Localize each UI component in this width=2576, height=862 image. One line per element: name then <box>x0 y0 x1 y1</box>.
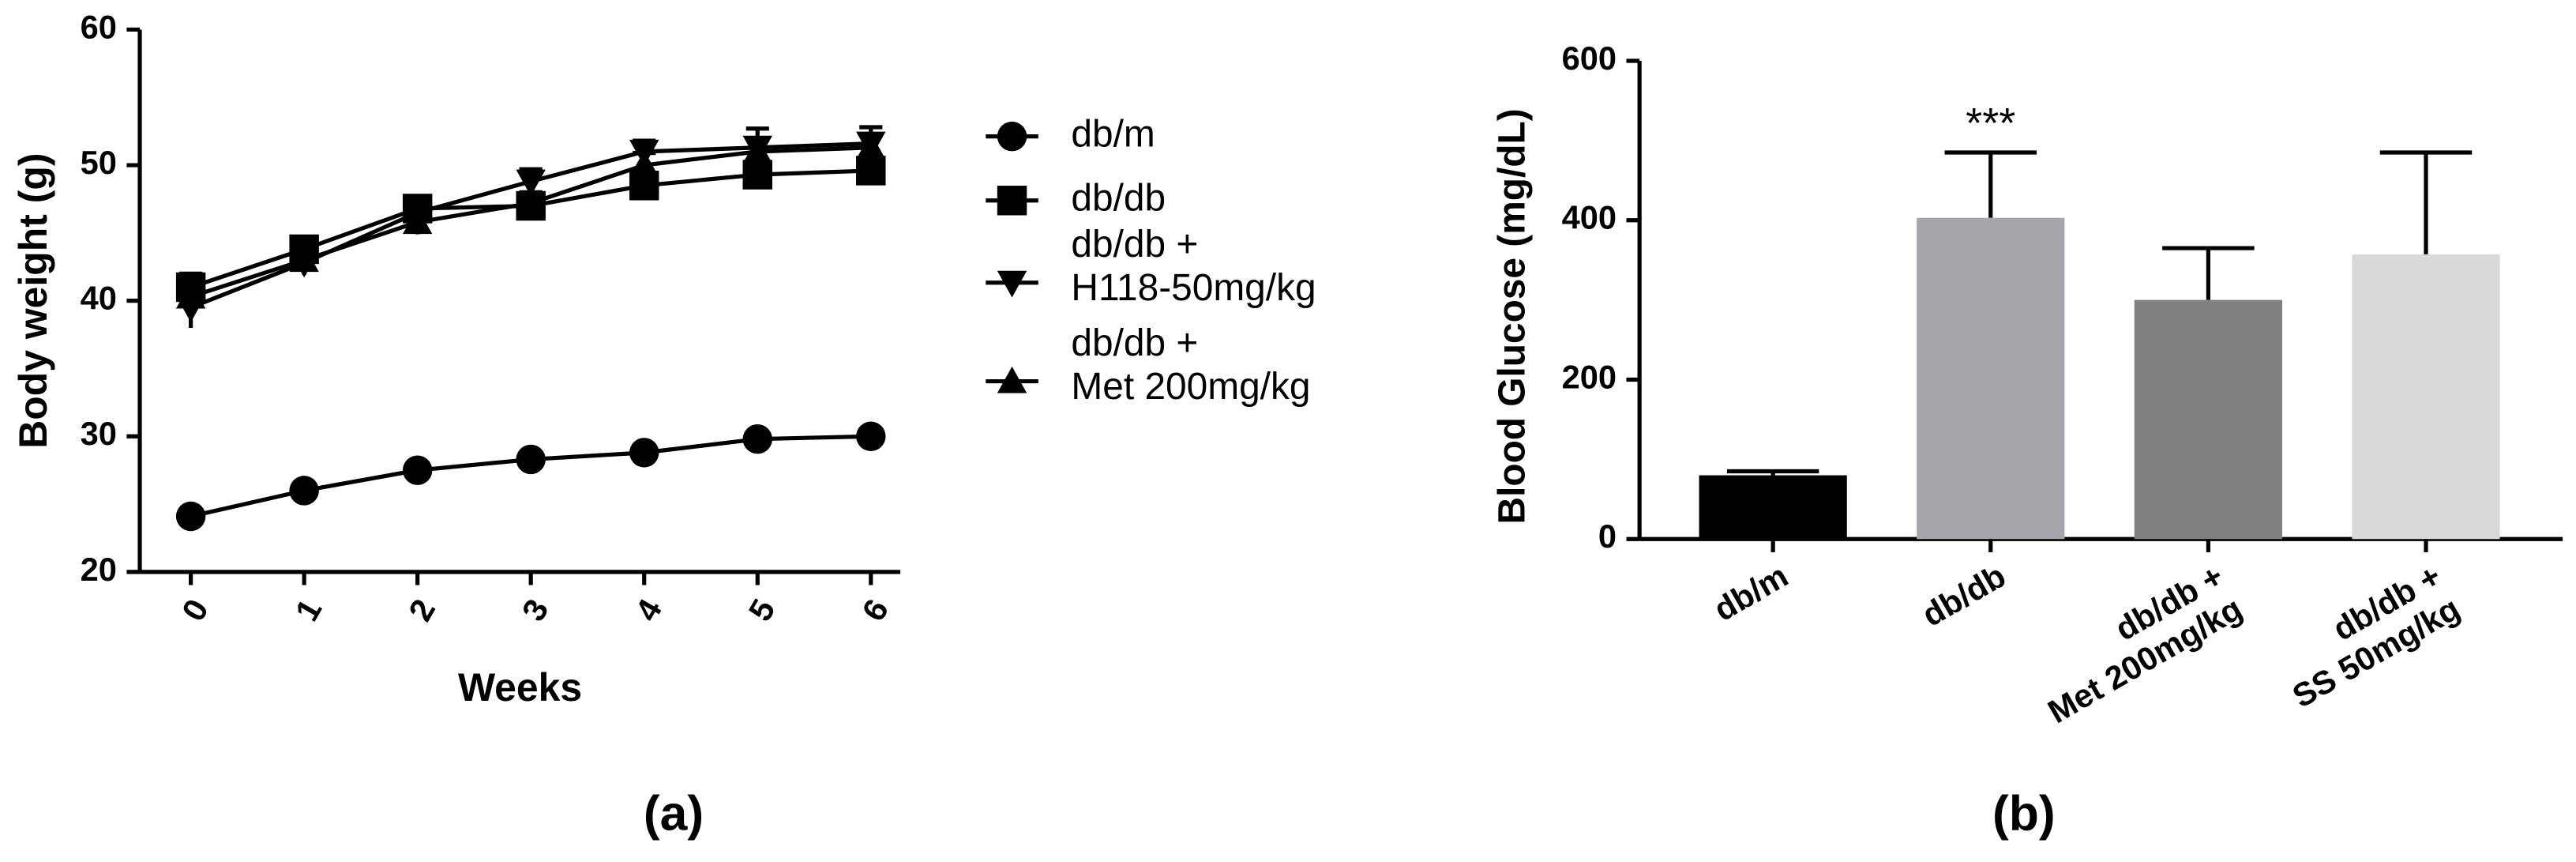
x-tick-label: 6 <box>854 593 896 627</box>
bar <box>1917 217 2065 540</box>
legend-marker <box>997 121 1027 152</box>
y-tick-label: 30 <box>81 415 117 452</box>
x-tick-label: 1 <box>287 593 329 627</box>
marker <box>516 169 546 197</box>
panel-label: (a) <box>644 786 704 841</box>
y-tick-label: 50 <box>81 144 117 181</box>
y-tick-label: 200 <box>1562 358 1617 395</box>
y-axis-label: Body weight (g) <box>11 153 55 449</box>
marker <box>175 281 206 309</box>
legend-marker <box>997 186 1027 216</box>
x-tick-label: db/m <box>1707 557 1794 628</box>
marker <box>742 137 772 164</box>
bar <box>2134 299 2282 540</box>
marker <box>289 476 319 506</box>
marker <box>629 150 659 178</box>
x-tick-label: 3 <box>514 593 555 627</box>
annotation: *** <box>1966 100 2015 147</box>
marker <box>856 421 886 451</box>
x-tick-label: 5 <box>741 593 782 627</box>
y-tick-label: 60 <box>81 8 117 45</box>
marker <box>402 455 433 485</box>
legend-label: db/db + Met 200mg/kg <box>1071 322 1310 407</box>
marker <box>742 423 772 454</box>
legend-label: db/db <box>1071 177 1166 219</box>
x-tick-label: db/db +SS 50mg/kg <box>2267 557 2466 715</box>
marker <box>289 245 319 273</box>
legend-marker <box>997 366 1027 393</box>
marker <box>629 438 659 468</box>
marker <box>516 188 546 216</box>
marker <box>175 501 206 532</box>
legend-label: db/m <box>1071 113 1155 155</box>
bar <box>2352 254 2500 540</box>
x-tick-label: db/db <box>1916 557 2012 634</box>
bar <box>1699 475 1847 540</box>
x-tick-label: 2 <box>401 593 442 627</box>
y-tick-label: 20 <box>81 551 117 588</box>
x-tick-label: db/db +Met 200mg/kg <box>2022 557 2248 731</box>
y-tick-label: 40 <box>81 280 117 317</box>
x-tick-label: 4 <box>628 593 669 627</box>
panel-label: (b) <box>1992 786 2056 841</box>
marker <box>402 207 433 235</box>
x-axis-label: Weeks <box>458 665 582 710</box>
marker <box>516 444 546 475</box>
y-tick-label: 0 <box>1598 518 1617 555</box>
y-tick-label: 400 <box>1562 199 1617 236</box>
x-tick-label: 0 <box>175 593 216 627</box>
legend-marker <box>997 270 1027 298</box>
marker <box>856 133 886 160</box>
legend-label: db/db + H118-50mg/kg <box>1071 224 1316 309</box>
y-axis-label: Blood Glucose (mg/dL) <box>1492 108 1534 524</box>
y-tick-label: 600 <box>1562 40 1617 77</box>
